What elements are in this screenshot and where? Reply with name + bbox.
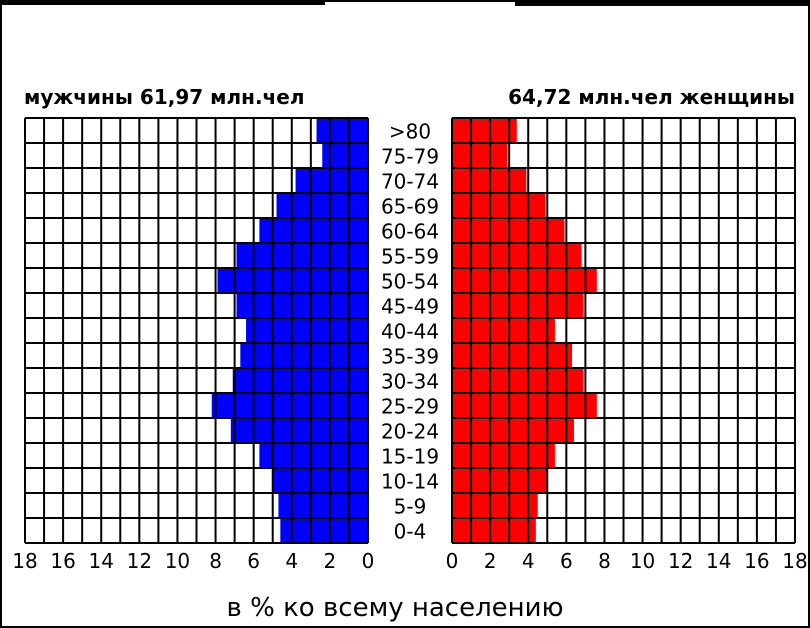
- age-label: 40-44: [381, 320, 439, 344]
- female-x-tick-label: 8: [598, 549, 611, 573]
- male-bar-over-80: [316, 118, 368, 143]
- female-bar-0-4: [452, 518, 536, 543]
- female-plot-area: [451, 117, 796, 544]
- right-title: 64,72 млн.чел женщины: [508, 85, 795, 109]
- age-label: 50-54: [381, 270, 439, 294]
- female-x-tick-label: 6: [560, 549, 573, 573]
- age-label: 15-19: [381, 445, 439, 469]
- male-x-tick-label: 18: [12, 549, 37, 573]
- x-axis-label: в % ко всему населению: [227, 593, 564, 623]
- age-label: 0-4: [394, 520, 427, 544]
- age-label: 25-29: [381, 395, 439, 419]
- female-bar-35-39: [452, 343, 573, 368]
- age-label: 55-59: [381, 245, 439, 269]
- female-x-tick-label: 4: [522, 549, 535, 573]
- top-edge-bar: [515, 0, 810, 6]
- age-label: 10-14: [381, 470, 439, 494]
- female-x-tick-label: 12: [668, 549, 693, 573]
- female-bar-45-49: [452, 293, 584, 318]
- male-bar-60-64: [259, 218, 368, 243]
- age-label: 60-64: [381, 220, 439, 244]
- left-title: мужчины 61,97 млн.чел: [24, 85, 304, 109]
- age-label: 70-74: [381, 170, 439, 194]
- age-label: >80: [389, 120, 431, 144]
- female-bar-55-59: [452, 243, 582, 268]
- age-label: 35-39: [381, 345, 439, 369]
- female-bar-50-54: [452, 268, 597, 293]
- female-x-axis-ticks: 0 2 4 6 8 10 12 14 16 18: [446, 549, 808, 573]
- male-x-tick-label: 10: [165, 549, 190, 573]
- female-grid: [451, 117, 796, 544]
- male-bar-25-29: [211, 393, 368, 418]
- male-grid: [24, 117, 369, 544]
- age-label: 65-69: [381, 195, 439, 219]
- age-label: 30-34: [381, 370, 439, 394]
- male-bar-0-4: [280, 518, 368, 543]
- female-bar-5-9: [452, 493, 538, 518]
- male-bar-10-14: [272, 468, 368, 493]
- female-x-tick-label: 2: [484, 549, 497, 573]
- male-bar-65-69: [276, 193, 368, 218]
- female-x-tick-label: 16: [744, 549, 769, 573]
- male-x-tick-label: 4: [285, 549, 298, 573]
- female-x-tick-label: 14: [706, 549, 731, 573]
- female-bar-15-19: [452, 443, 555, 468]
- female-x-tick-label: 10: [630, 549, 655, 573]
- male-x-tick-label: 14: [88, 549, 113, 573]
- male-x-tick-label: 8: [209, 549, 222, 573]
- male-x-tick-label: 12: [127, 549, 152, 573]
- male-bar-45-49: [236, 293, 368, 318]
- female-bar-30-34: [452, 368, 584, 393]
- female-bar-over-80: [452, 118, 517, 143]
- female-x-tick-label: 0: [446, 549, 459, 573]
- age-label: 5-9: [394, 495, 427, 519]
- top-edge-bar-left: [0, 0, 325, 5]
- male-x-axis-ticks: 18 16 14 12 10 8 6 4 2 0: [12, 549, 374, 573]
- female-x-tick-label: 18: [782, 549, 807, 573]
- male-bar-15-19: [259, 443, 368, 468]
- male-x-tick-label: 0: [362, 549, 375, 573]
- male-bar-55-59: [236, 243, 368, 268]
- female-bar-40-44: [452, 318, 555, 343]
- female-bar-75-79: [452, 143, 508, 168]
- age-label: 75-79: [381, 145, 439, 169]
- male-x-tick-label: 6: [247, 549, 260, 573]
- male-bar-40-44: [246, 318, 368, 343]
- female-bar-20-24: [452, 418, 574, 443]
- male-plot-area: [24, 117, 369, 544]
- male-bar-5-9: [278, 493, 368, 518]
- male-bar-70-74: [295, 168, 368, 193]
- male-bar-35-39: [240, 343, 368, 368]
- age-label: 45-49: [381, 295, 439, 319]
- female-bar-65-69: [452, 193, 546, 218]
- male-bar-30-34: [232, 368, 368, 393]
- male-x-tick-label: 16: [50, 549, 75, 573]
- male-x-tick-label: 2: [324, 549, 337, 573]
- age-label: 20-24: [381, 420, 439, 444]
- male-bar-20-24: [230, 418, 368, 443]
- female-bar-10-14: [452, 468, 548, 493]
- female-bar-25-29: [452, 393, 597, 418]
- age-group-labels: >8075-7970-7465-6960-6455-5950-5445-4940…: [381, 120, 439, 544]
